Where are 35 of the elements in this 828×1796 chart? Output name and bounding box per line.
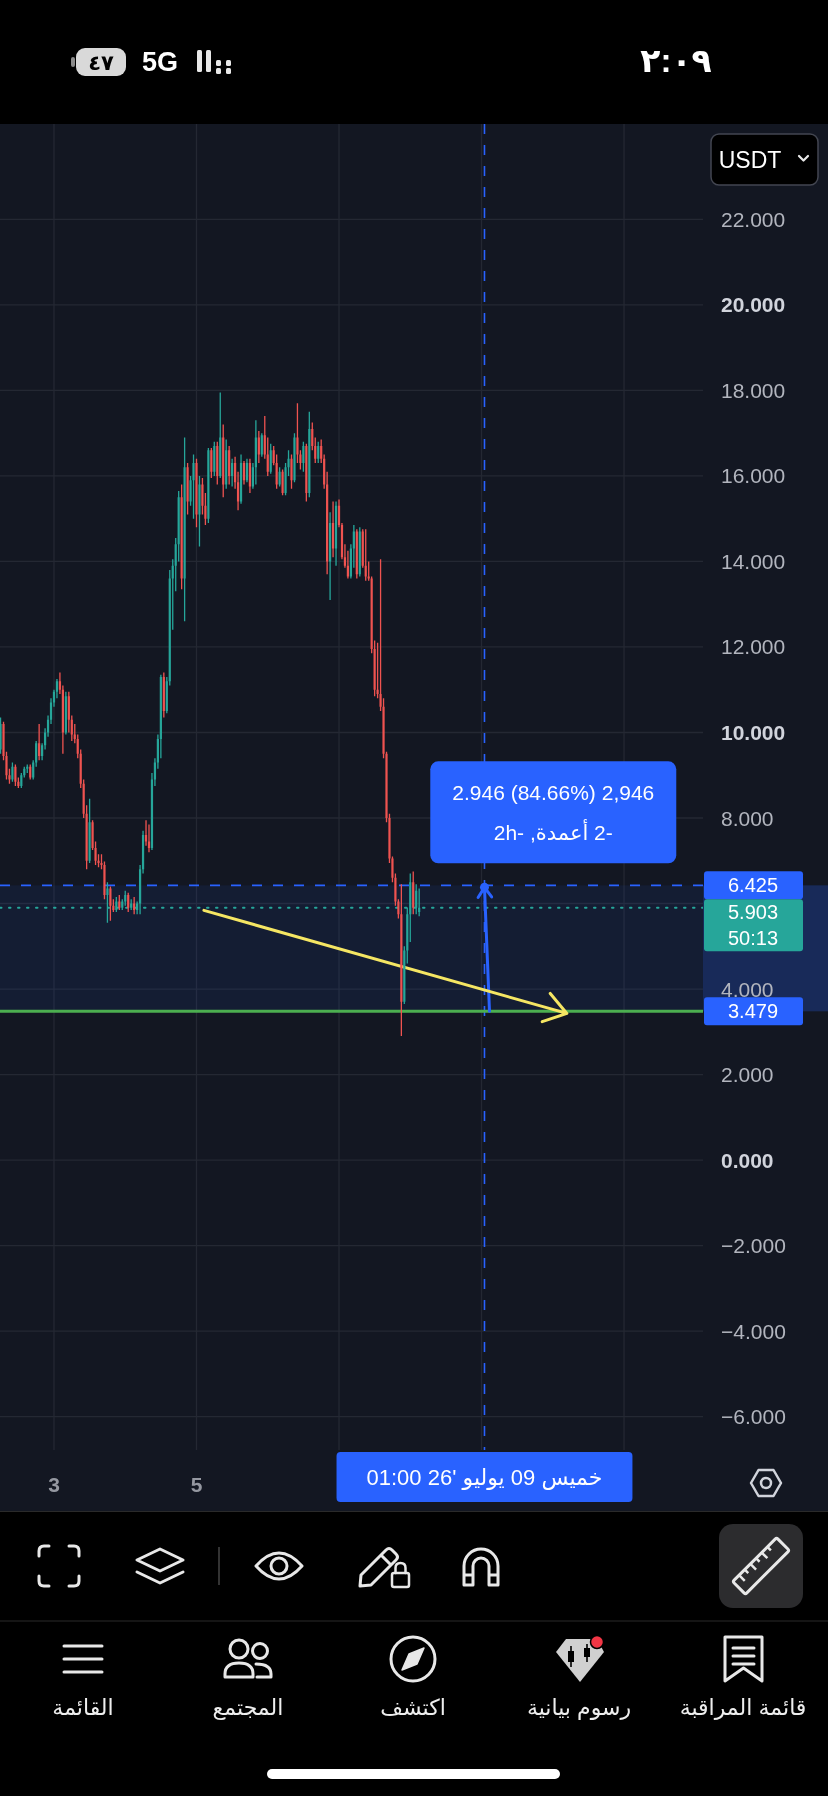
ref-line-label: 6.425	[727, 874, 779, 897]
ref-line-label: خميس 09 يوليو '26 01:00	[366, 1464, 603, 1491]
y-tick-label: −2.000	[721, 1234, 786, 1258]
candlestick	[133, 897, 136, 915]
x-tick-label: 3	[48, 1472, 60, 1496]
y-tick-label: 0.000	[721, 1148, 774, 1172]
y-tick-label: 4.000	[721, 977, 774, 1001]
y-tick-label: 12.000	[721, 635, 786, 659]
text: اكتشف	[380, 1694, 446, 1720]
y-tick-label: 14.000	[721, 549, 786, 573]
y-tick-label: 20.000	[721, 293, 786, 317]
text: ٢:٠٩	[640, 41, 712, 79]
x-tick-label: 5	[190, 1472, 203, 1496]
text: المجتمع	[212, 1694, 284, 1720]
text: قائمة المراقبة	[679, 1694, 807, 1720]
text: رسوم بيانية	[526, 1694, 632, 1720]
y-tick-label: −4.000	[721, 1319, 786, 1343]
text: ٤٧	[88, 50, 114, 74]
text: 50:13	[727, 927, 779, 950]
annotation: -2 أعمدة, -2h	[493, 818, 613, 844]
text: USDT	[718, 147, 782, 173]
candlestick	[38, 723, 41, 761]
ref-line-label: 5.903	[727, 901, 779, 924]
y-tick-label: 2.000	[721, 1063, 774, 1087]
y-tick-label: −6.000	[721, 1405, 786, 1429]
y-tick-label: 18.000	[721, 378, 786, 402]
y-tick-label: 16.000	[721, 464, 786, 488]
y-tick-label: 10.000	[721, 720, 786, 744]
y-tick-label: 8.000	[721, 806, 774, 830]
y-tick-label: 22.000	[721, 207, 786, 231]
candlestick	[147, 824, 151, 853]
ref-line-label: 3.479	[727, 1000, 779, 1023]
text: 5G	[141, 47, 179, 77]
annotation: 2.946 (84.66%) 2,946	[452, 780, 655, 804]
text: القائمة	[52, 1694, 114, 1720]
